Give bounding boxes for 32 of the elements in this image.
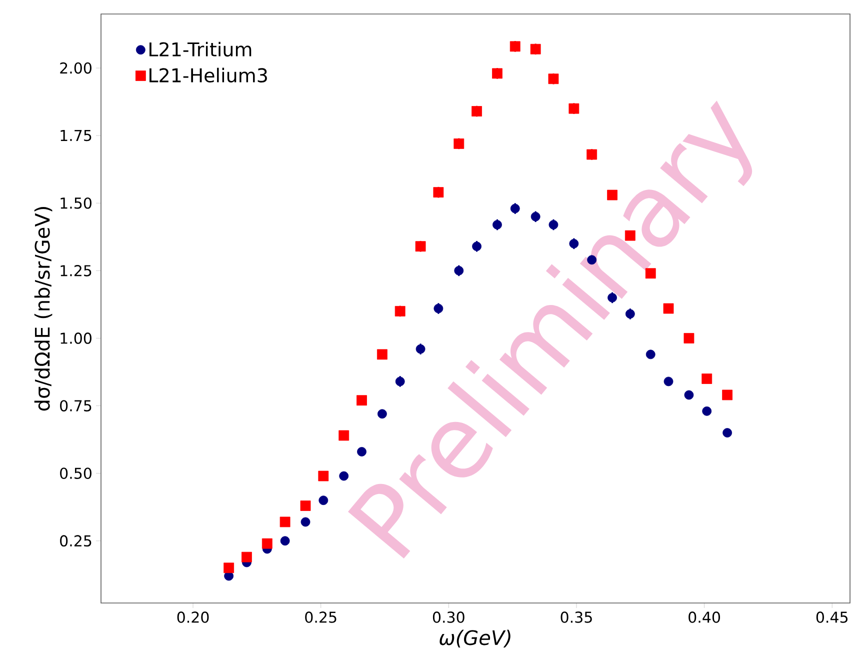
point — [224, 562, 234, 574]
x-tick-label: 0.20 — [177, 612, 209, 623]
point — [300, 517, 310, 527]
x-axis-title: ω(GeV) — [440, 630, 510, 648]
point — [530, 44, 541, 54]
point — [280, 516, 290, 528]
point — [339, 471, 349, 481]
y-tick-label: 0.50 — [60, 468, 92, 479]
y-tick-label: 0.25 — [60, 535, 92, 547]
legend-label: L21-Helium3 — [150, 68, 267, 82]
y-axis-title: dσ/dΩdE (nb/sr/GeV) — [34, 207, 52, 411]
point — [318, 496, 328, 506]
point — [492, 68, 502, 79]
y-tick-label: 1.50 — [60, 197, 92, 209]
point — [300, 500, 311, 511]
y-tick-label: 1.75 — [60, 130, 92, 142]
legend-label: L21-Tritium — [150, 42, 252, 57]
point — [510, 41, 520, 52]
y-tick-label: 1.25 — [60, 264, 92, 276]
point — [262, 538, 272, 549]
y-tick-label: 1.00 — [60, 332, 92, 344]
point — [318, 470, 329, 482]
point — [280, 536, 290, 546]
point — [242, 552, 252, 562]
x-tick-label: 0.45 — [816, 612, 848, 623]
y-tick-label: 2.00 — [60, 62, 92, 74]
y-tick-label: 0.75 — [60, 400, 92, 412]
point — [548, 74, 559, 84]
x-tick-label: 0.40 — [688, 612, 720, 623]
x-tick-label: 0.25 — [305, 612, 336, 623]
x-tick-label: 0.35 — [560, 612, 592, 623]
x-tick-label: 0.30 — [432, 612, 464, 623]
